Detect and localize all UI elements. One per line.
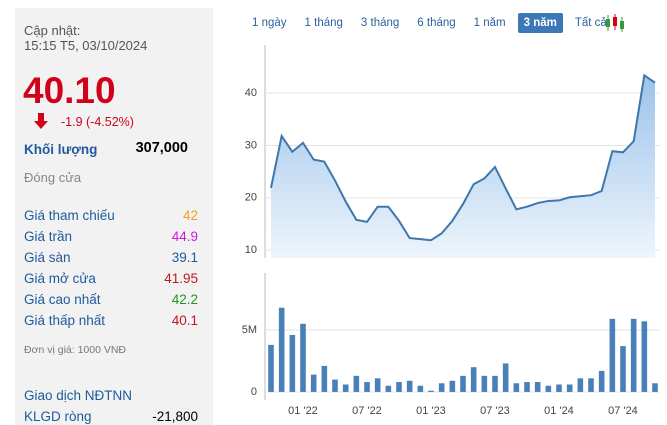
row-label: Giá trần bbox=[24, 229, 73, 244]
volume-bar bbox=[321, 365, 328, 392]
y-tick-label: 40 bbox=[245, 87, 257, 99]
volume: 307,000 bbox=[135, 140, 188, 156]
row-value: 44.9 bbox=[171, 229, 198, 244]
volume-bar bbox=[470, 367, 477, 392]
volume-bar bbox=[332, 379, 338, 392]
volume-bar bbox=[545, 385, 552, 392]
area-fill bbox=[271, 75, 655, 258]
volume-bar bbox=[652, 383, 658, 392]
x-tick-label: 01 '23 bbox=[416, 405, 446, 417]
row-value: 40.1 bbox=[171, 313, 198, 328]
volume-bar bbox=[364, 382, 370, 392]
down-arrow bbox=[34, 113, 48, 129]
y-tick-label: 5M bbox=[242, 324, 257, 336]
status: Đóng cửa bbox=[24, 170, 82, 185]
volume-bar bbox=[428, 390, 434, 392]
row-value: 41.95 bbox=[164, 271, 198, 286]
y-tick-label: 20 bbox=[245, 192, 257, 204]
volume-bar bbox=[577, 378, 584, 392]
row-value: 42 bbox=[182, 208, 198, 223]
range-tab[interactable]: 1 ngày bbox=[252, 17, 287, 29]
volume-bar bbox=[630, 318, 637, 392]
volume-bar bbox=[524, 382, 530, 392]
price-change: -1.9 (-4.52%) bbox=[61, 115, 134, 129]
volume-bar bbox=[620, 346, 626, 392]
volume-bar bbox=[492, 375, 498, 392]
price-line bbox=[270, 73, 656, 242]
x-tick-label: 07 '23 bbox=[480, 405, 510, 417]
candle-icon[interactable] bbox=[604, 13, 626, 33]
y-tick-label: 30 bbox=[245, 139, 257, 151]
x-tick-label: 01 '22 bbox=[288, 405, 318, 417]
volume-bar bbox=[609, 318, 616, 392]
volume-bar bbox=[438, 383, 445, 392]
net-label: KLGD ròng bbox=[24, 409, 92, 424]
volume-bar bbox=[310, 374, 317, 392]
volume-bar bbox=[278, 307, 285, 392]
row-label: Giá sàn bbox=[24, 250, 71, 265]
volume-bar bbox=[534, 382, 541, 392]
range-tab[interactable]: 3 năm bbox=[517, 13, 563, 33]
volume-bar bbox=[342, 384, 349, 392]
unit-note: Đơn vị giá: 1000 VNĐ bbox=[24, 344, 127, 356]
volume-bar bbox=[417, 385, 424, 392]
volume-bar bbox=[481, 375, 488, 392]
row-label: Giá cao nhất bbox=[24, 292, 101, 307]
volume-bar bbox=[502, 363, 509, 392]
y-tick-label: 10 bbox=[245, 244, 257, 256]
y-tick-label: 0 bbox=[251, 386, 257, 398]
price: 40.10 bbox=[23, 70, 116, 111]
volume-bar bbox=[449, 380, 456, 392]
updated-time: 15:15 T5, 03/10/2024 bbox=[24, 38, 148, 53]
x-tick-label: 01 '24 bbox=[544, 405, 574, 417]
row-value: 39.1 bbox=[171, 250, 198, 265]
volume-bar bbox=[385, 385, 392, 392]
row-label: Giá thấp nhất bbox=[24, 313, 106, 328]
row-value: 42.2 bbox=[171, 292, 198, 307]
range-tab[interactable]: 1 năm bbox=[473, 17, 506, 29]
net-value: -21,800 bbox=[152, 409, 198, 424]
range-tab[interactable]: Tất cả bbox=[574, 17, 607, 29]
volume-label: Khối lượng bbox=[24, 142, 98, 157]
range-tab[interactable]: 1 tháng bbox=[304, 17, 343, 29]
volume-bar bbox=[641, 321, 648, 392]
volume-bar bbox=[556, 384, 562, 392]
volume-bar bbox=[300, 323, 306, 392]
volume-bar bbox=[406, 380, 413, 392]
volume-bar bbox=[289, 334, 296, 392]
volume-bar bbox=[460, 375, 466, 392]
range-tab[interactable]: 6 tháng bbox=[417, 17, 456, 29]
volume-bar bbox=[598, 370, 605, 392]
range-tab[interactable]: 3 tháng bbox=[360, 17, 400, 29]
x-tick-label: 07 '22 bbox=[352, 405, 382, 417]
volume-bar bbox=[353, 375, 360, 392]
range-tabs: 1 ngày 1 tháng 3 tháng 6 tháng 1 năm 3 năm Tất… bbox=[246, 13, 619, 33]
volume-bar bbox=[374, 378, 381, 392]
x-tick-label: 07 '24 bbox=[608, 405, 638, 417]
volume-bar bbox=[396, 382, 402, 392]
volume-bar bbox=[566, 384, 573, 392]
volume-bar bbox=[588, 378, 594, 392]
row-label: Giá tham chiếu bbox=[24, 208, 115, 223]
updated-label: Cập nhật: bbox=[24, 23, 81, 38]
volume-bar bbox=[513, 383, 520, 392]
foreign-label: Giao dịch NĐTNN bbox=[24, 388, 133, 403]
volume-bar bbox=[268, 344, 274, 392]
info-panel: Cập nhật: 15:15 T5, 03/10/2024 40.10 -1.… bbox=[15, 8, 213, 425]
row-label: Giá mở cửa bbox=[24, 271, 96, 286]
